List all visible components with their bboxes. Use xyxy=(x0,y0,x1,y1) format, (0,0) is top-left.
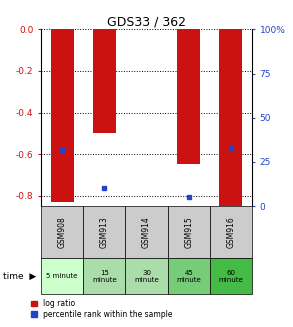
Bar xyxy=(219,29,243,210)
Text: GSM908: GSM908 xyxy=(58,216,67,248)
Bar xyxy=(125,206,168,258)
Bar xyxy=(168,206,210,258)
Legend: log ratio, percentile rank within the sample: log ratio, percentile rank within the sa… xyxy=(29,297,175,321)
Bar xyxy=(83,206,125,258)
Bar xyxy=(83,258,125,294)
Bar xyxy=(168,258,210,294)
Bar xyxy=(210,258,252,294)
Bar xyxy=(41,206,83,258)
Bar xyxy=(41,258,83,294)
Text: time  ▶: time ▶ xyxy=(3,272,36,281)
Text: GSM915: GSM915 xyxy=(184,216,193,248)
Bar xyxy=(50,29,74,202)
Text: 15
minute: 15 minute xyxy=(92,270,117,283)
Text: 45
minute: 45 minute xyxy=(176,270,201,283)
Bar xyxy=(93,29,116,133)
Bar xyxy=(210,206,252,258)
Text: GSM916: GSM916 xyxy=(226,216,235,248)
Text: GSM914: GSM914 xyxy=(142,216,151,248)
Text: 30
minute: 30 minute xyxy=(134,270,159,283)
Text: GSM913: GSM913 xyxy=(100,216,109,248)
Title: GDS33 / 362: GDS33 / 362 xyxy=(107,15,186,28)
Text: 60
minute: 60 minute xyxy=(219,270,243,283)
Bar xyxy=(125,258,168,294)
Text: 5 minute: 5 minute xyxy=(46,273,78,279)
Bar xyxy=(177,29,200,164)
